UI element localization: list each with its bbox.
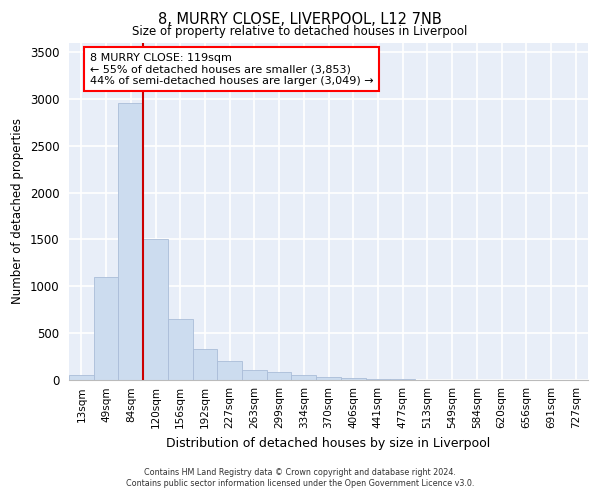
Bar [365, 378, 390, 380]
Bar [292, 375, 316, 380]
Text: 8 MURRY CLOSE: 119sqm
← 55% of detached houses are smaller (3,853)
44% of semi-d: 8 MURRY CLOSE: 119sqm ← 55% of detached … [90, 52, 373, 86]
Bar [168, 319, 193, 380]
Bar [193, 349, 217, 380]
Text: 8, MURRY CLOSE, LIVERPOOL, L12 7NB: 8, MURRY CLOSE, LIVERPOOL, L12 7NB [158, 12, 442, 28]
Bar [217, 361, 242, 380]
Bar [390, 379, 415, 380]
Bar [69, 376, 94, 380]
Bar [143, 240, 168, 380]
Bar [341, 378, 365, 380]
X-axis label: Distribution of detached houses by size in Liverpool: Distribution of detached houses by size … [166, 436, 491, 450]
Y-axis label: Number of detached properties: Number of detached properties [11, 118, 24, 304]
Bar [94, 277, 118, 380]
Bar [242, 370, 267, 380]
Bar [316, 376, 341, 380]
Bar [118, 104, 143, 380]
Text: Contains HM Land Registry data © Crown copyright and database right 2024.
Contai: Contains HM Land Registry data © Crown c… [126, 468, 474, 487]
Text: Size of property relative to detached houses in Liverpool: Size of property relative to detached ho… [133, 25, 467, 38]
Bar [267, 372, 292, 380]
